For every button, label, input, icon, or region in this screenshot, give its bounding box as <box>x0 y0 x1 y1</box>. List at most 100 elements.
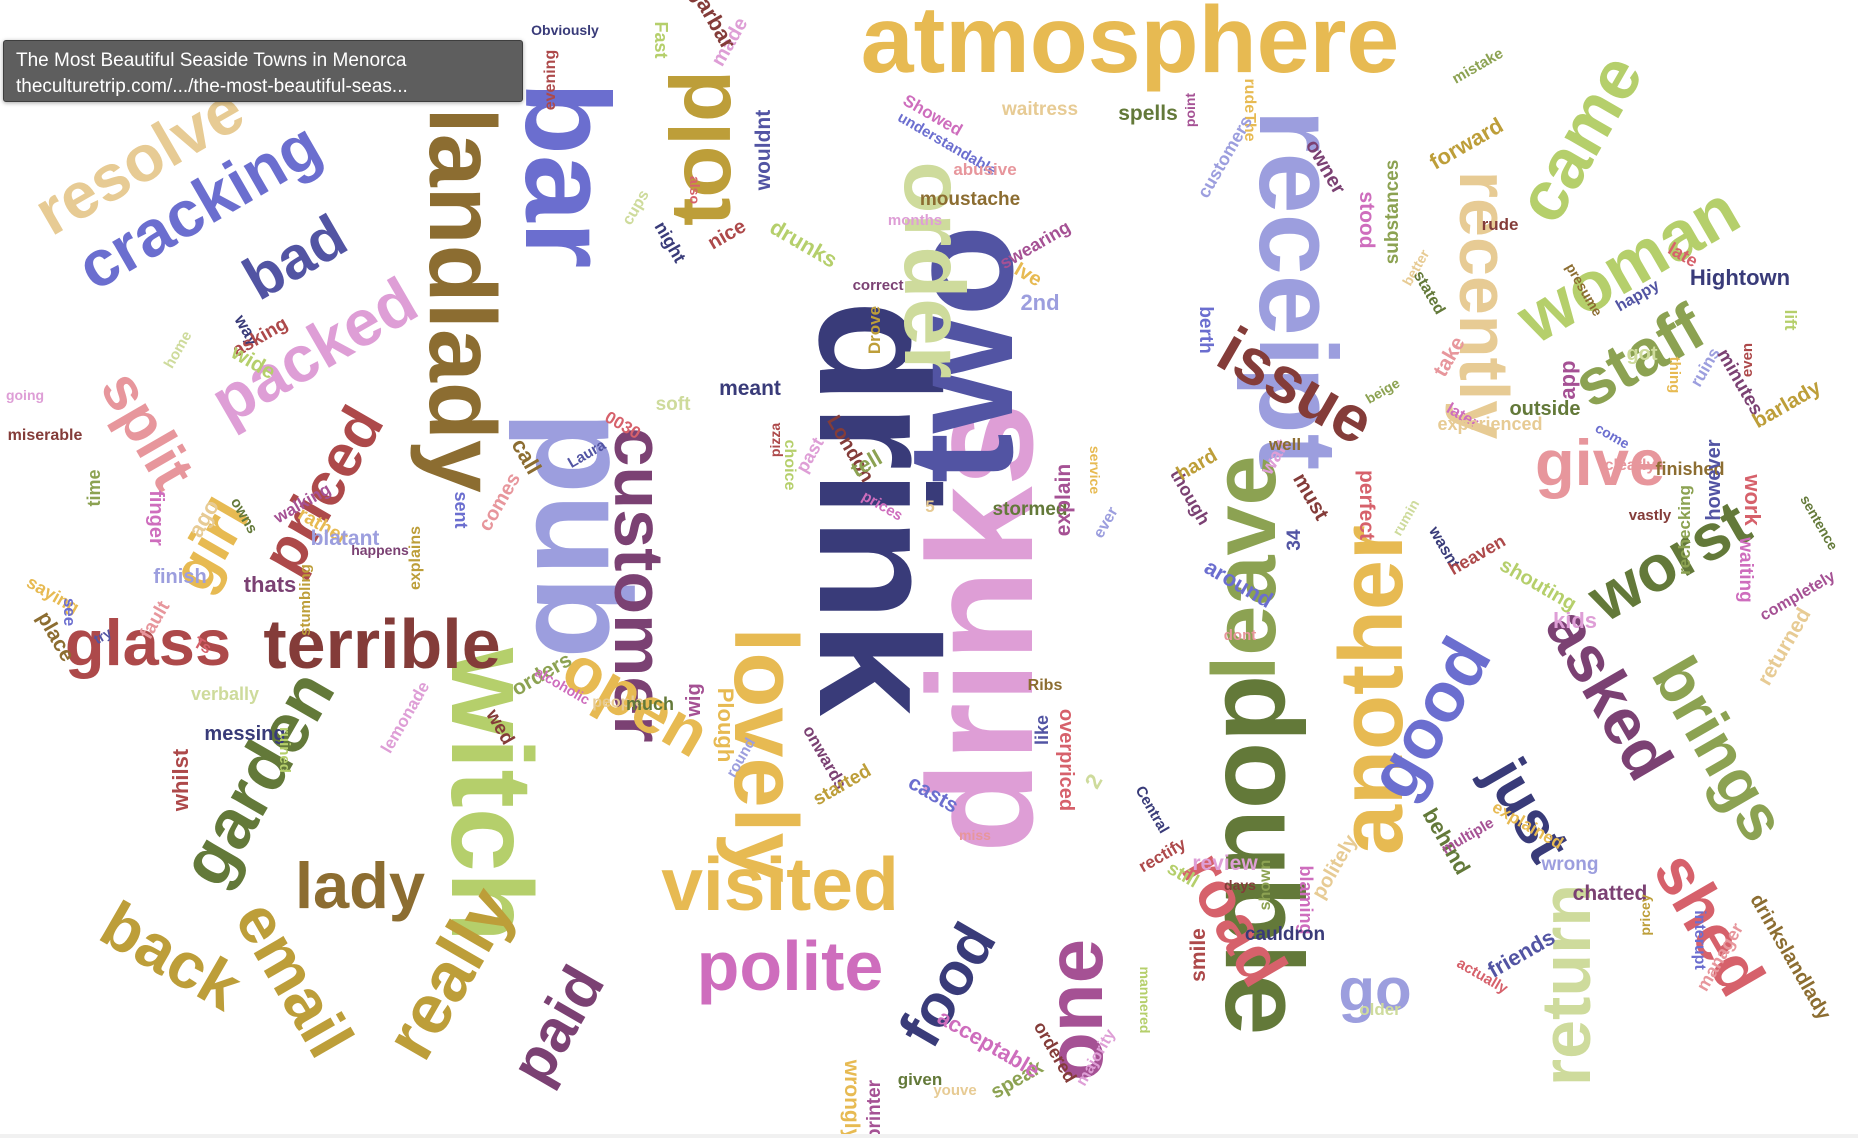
word-small: stormed <box>993 499 1068 520</box>
word-came: came <box>1501 41 1658 235</box>
word-small: 2 <box>1080 770 1108 793</box>
word-one: one <box>1030 939 1119 1081</box>
word-small: abusive <box>953 160 1016 179</box>
word-small: explains <box>407 526 424 590</box>
word-small: Ribs <box>1028 677 1063 694</box>
word-small: shown <box>1257 860 1274 911</box>
word-small: dont <box>1224 627 1256 644</box>
word-small: experienced <box>1437 414 1542 434</box>
word-small: Plough <box>713 688 738 763</box>
word-small: also <box>687 176 703 204</box>
word-small: clearly <box>1605 457 1656 474</box>
word-small: drunks <box>766 214 842 272</box>
word-small: pricey <box>1637 894 1653 935</box>
word-small: outside <box>1509 398 1580 420</box>
word-small: perfect <box>1355 470 1378 540</box>
word-small: stumbling <box>297 564 314 636</box>
bottom-edge <box>0 1134 1858 1138</box>
word-small: messing <box>204 723 285 745</box>
word-small: sentence <box>1797 492 1841 553</box>
word-another: another <box>1322 525 1422 855</box>
word-two: two <box>876 225 1044 483</box>
word-small: forward <box>1425 113 1507 175</box>
tooltip-url: theculturetrip.com/.../the-most-beautifu… <box>16 76 408 97</box>
word-small: 34 <box>1284 529 1305 551</box>
word-small: lemonade <box>377 678 433 756</box>
word-small: try <box>91 624 115 647</box>
word-customer: customer <box>600 427 678 742</box>
word-small: wrongly <box>840 1059 863 1138</box>
word-small: thats <box>244 572 297 597</box>
word-landlady: landlady <box>409 107 515 493</box>
word-visited: visited <box>661 842 899 926</box>
word-glass: glass <box>65 606 231 679</box>
word-small: time <box>84 469 104 506</box>
word-small: Central <box>1132 783 1173 836</box>
word-leave: leave <box>1195 455 1295 680</box>
word-small: mannered <box>1137 967 1153 1034</box>
word-small: see <box>60 598 79 626</box>
word-lady: lady <box>295 849 425 922</box>
word-back: back <box>89 887 255 1025</box>
word-small: well <box>1268 435 1301 454</box>
word-small: waiting <box>1735 536 1756 602</box>
word-small: like <box>1032 715 1052 745</box>
word-small: printer <box>864 1079 885 1138</box>
word-small: correct <box>853 277 904 294</box>
word-small: point <box>1182 93 1198 128</box>
word-order: order <box>886 161 981 378</box>
word-small: 5 <box>925 497 934 516</box>
word-small: rude <box>1482 215 1519 234</box>
word-small: ever <box>1091 504 1122 541</box>
word-small: rudeThe <box>1241 78 1258 141</box>
word-small: review <box>1192 852 1258 875</box>
word-small: cauldron <box>1245 924 1325 945</box>
word-small: stated <box>1410 268 1448 317</box>
word-small: service <box>1087 446 1103 494</box>
word-small: moustache <box>920 189 1020 210</box>
word-bar: bar <box>500 82 634 269</box>
word-small: explain <box>1052 464 1075 536</box>
word-atmosphere: atmosphere <box>861 0 1400 93</box>
word-small: vastly <box>1629 507 1672 524</box>
word-small: meant <box>719 377 781 400</box>
word-pub: pub <box>508 411 659 658</box>
word-drinks: drinks <box>896 403 1064 853</box>
word-small: older <box>1359 1000 1401 1019</box>
word-small: lift <box>1781 310 1800 331</box>
word-small: much <box>626 694 674 714</box>
word-lovely: lovely <box>715 627 815 882</box>
word-witch: witch <box>427 647 555 942</box>
word-small: finger <box>145 490 167 546</box>
word-small: chatted <box>1573 882 1648 905</box>
word-small: wouldnt <box>752 110 775 191</box>
word-small: miss <box>959 827 991 843</box>
word-terrible: terrible <box>263 605 500 683</box>
word-small: finish <box>153 566 206 588</box>
word-small: evening <box>542 50 559 110</box>
word-small: got <box>1626 343 1657 365</box>
word-paid: paid <box>497 955 617 1095</box>
word-small: home <box>161 328 196 371</box>
word-small: smile <box>1187 928 1210 982</box>
word-small: pizza <box>767 423 783 457</box>
word-recently: recently <box>1445 171 1523 440</box>
word-small: sugarbar <box>672 0 741 54</box>
word-small: spells <box>1118 102 1178 125</box>
word-go: go <box>1338 956 1411 1023</box>
word-small: interupt <box>1691 910 1708 970</box>
word-small: verbally <box>191 684 259 704</box>
word-small: wig <box>683 683 705 717</box>
word-small: app <box>1555 360 1580 399</box>
word-small: wrong <box>1541 854 1599 875</box>
word-small: months <box>888 212 942 229</box>
word-told: told <box>654 70 749 226</box>
word-return: return <box>1527 884 1605 1086</box>
word-small: Drove <box>865 306 884 354</box>
word-small: finished <box>1655 459 1724 479</box>
word-small: ruined <box>276 727 293 773</box>
word-small: blaming <box>1296 865 1316 934</box>
word-polite: polite <box>697 927 884 1005</box>
word-small: given <box>898 1070 942 1089</box>
word-small: happens <box>351 542 409 558</box>
